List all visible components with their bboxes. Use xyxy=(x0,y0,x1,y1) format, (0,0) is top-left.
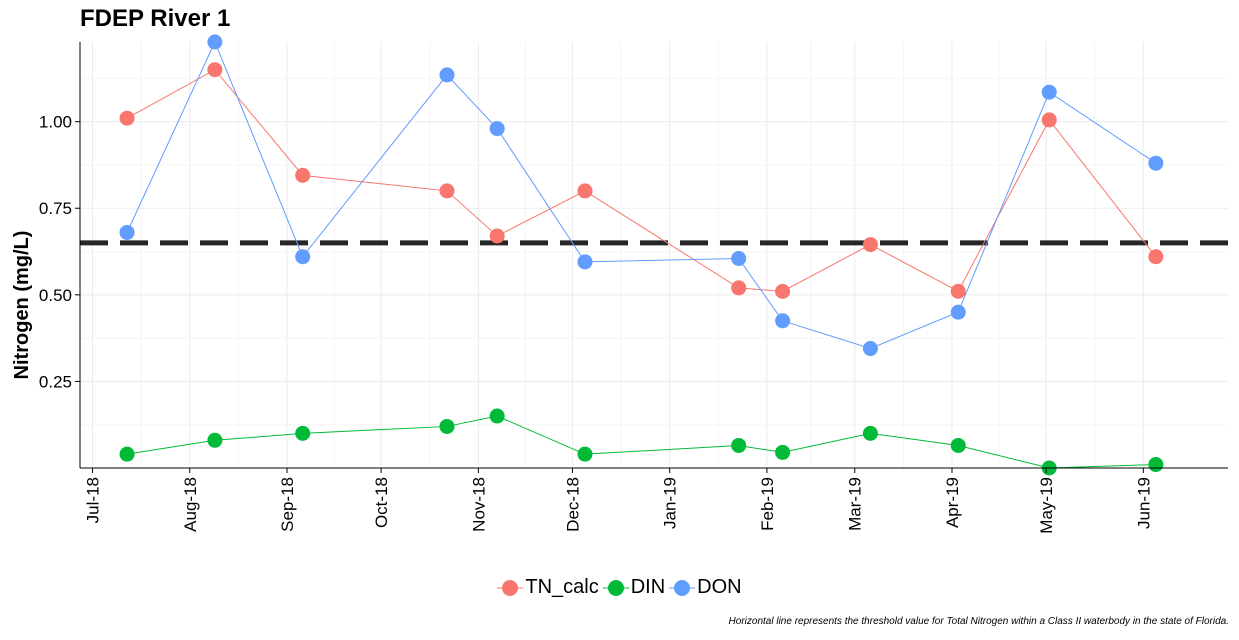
data-point-don xyxy=(119,224,135,240)
series-line-don xyxy=(126,40,1157,350)
data-point-din xyxy=(207,432,223,448)
y-tick-label: 1.00 xyxy=(39,113,72,132)
data-point-tn-calc xyxy=(1148,249,1164,265)
data-point-din xyxy=(1148,457,1164,473)
data-point-don xyxy=(1041,84,1057,100)
legend-key-don xyxy=(669,579,696,596)
data-point-din xyxy=(577,446,593,462)
data-point-din xyxy=(295,425,311,441)
y-axis-title: Nitrogen (mg/L) xyxy=(11,231,33,380)
data-point-tn-calc xyxy=(295,167,311,183)
x-tick-label: Oct-18 xyxy=(372,477,391,528)
legend-item-tn-calc: TN_calc xyxy=(497,576,599,599)
grid-layer xyxy=(80,42,1228,468)
x-tick-label: Mar-19 xyxy=(846,477,865,531)
x-tick-label: Dec-18 xyxy=(563,477,582,532)
data-point-don xyxy=(207,34,223,50)
x-tick-label: May-19 xyxy=(1037,477,1056,534)
data-point-tn-calc xyxy=(950,283,966,299)
data-point-din xyxy=(731,437,747,453)
x-tick-label: Feb-19 xyxy=(758,477,777,531)
data-point-tn-calc xyxy=(439,183,455,199)
data-point-don xyxy=(439,67,455,83)
data-point-don xyxy=(1148,155,1164,171)
legend-label-don: DON xyxy=(697,576,742,598)
chart-title: FDEP River 1 xyxy=(80,5,231,32)
data-point-tn-calc xyxy=(577,183,593,199)
legend-key-din xyxy=(602,579,629,596)
data-point-din xyxy=(119,446,135,462)
y-tick-label: 0.75 xyxy=(39,199,72,218)
data-point-din xyxy=(775,444,791,460)
legend-item-din: DIN xyxy=(602,576,666,599)
series-layer xyxy=(119,34,1164,476)
x-tick-label: Sep-18 xyxy=(278,477,297,532)
data-point-don xyxy=(731,250,747,266)
data-point-tn-calc xyxy=(119,110,135,126)
legend-label-din: DIN xyxy=(630,576,666,598)
x-tick-label: Jul-18 xyxy=(84,477,103,523)
x-tick-label: Jun-19 xyxy=(1134,477,1153,529)
data-point-tn-calc xyxy=(862,237,878,253)
legend: TN_calc DIN DON xyxy=(0,576,1239,599)
legend-item-don: DON xyxy=(669,576,742,599)
legend-key-tn-calc xyxy=(497,579,524,596)
y-tick-label: 0.25 xyxy=(39,372,72,391)
legend-label-tn-calc: TN_calc xyxy=(525,576,599,598)
y-tick-label: 0.50 xyxy=(39,286,72,305)
data-point-tn-calc xyxy=(207,62,223,78)
data-point-tn-calc xyxy=(1041,112,1057,128)
data-point-din xyxy=(862,425,878,441)
x-tick-label: Jan-19 xyxy=(661,477,680,529)
data-point-din xyxy=(489,408,505,424)
data-point-don xyxy=(950,304,966,320)
x-tick-label: Nov-18 xyxy=(469,477,488,532)
chart-caption: Horizontal line represents the threshold… xyxy=(728,616,1229,627)
data-point-don xyxy=(489,121,505,137)
data-point-don xyxy=(775,313,791,329)
data-point-don xyxy=(295,249,311,265)
data-point-tn-calc xyxy=(775,283,791,299)
data-point-don xyxy=(862,341,878,357)
x-tick-label: Aug-18 xyxy=(181,477,200,532)
data-point-tn-calc xyxy=(731,280,747,296)
axis-layer: 0.25 0.50 0.75 1.00 Jul-18 Aug-18 Sep-18 Oct-18… xyxy=(11,42,1228,534)
data-point-don xyxy=(577,254,593,270)
data-point-din xyxy=(439,418,455,434)
series-line-din xyxy=(126,415,1156,469)
data-point-din xyxy=(950,437,966,453)
x-tick-label: Apr-19 xyxy=(943,477,962,528)
series-line-tn-calc xyxy=(126,69,1157,293)
data-point-tn-calc xyxy=(489,228,505,244)
